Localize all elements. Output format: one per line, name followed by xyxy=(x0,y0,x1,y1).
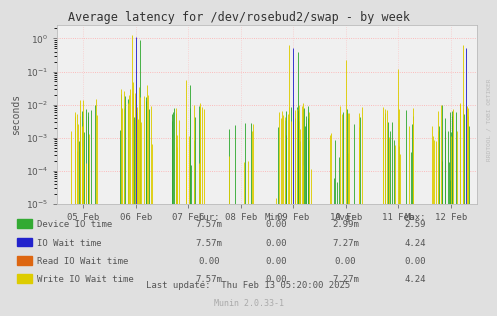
Text: Min:: Min: xyxy=(265,213,287,222)
Text: 4.24: 4.24 xyxy=(404,239,426,248)
Text: 0.00: 0.00 xyxy=(334,257,356,266)
Text: 7.57m: 7.57m xyxy=(195,221,222,229)
Text: 0.00: 0.00 xyxy=(265,239,287,248)
Text: IO Wait time: IO Wait time xyxy=(37,239,102,248)
Text: Max:: Max: xyxy=(404,213,426,222)
Text: Munin 2.0.33-1: Munin 2.0.33-1 xyxy=(214,299,283,308)
Text: 0.00: 0.00 xyxy=(265,221,287,229)
Text: 0.00: 0.00 xyxy=(265,276,287,284)
Text: 7.57m: 7.57m xyxy=(195,239,222,248)
Text: 0.00: 0.00 xyxy=(265,257,287,266)
Text: Average latency for /dev/rosebud2/swap - by week: Average latency for /dev/rosebud2/swap -… xyxy=(68,11,410,24)
Text: 7.27m: 7.27m xyxy=(332,239,359,248)
Text: 0.00: 0.00 xyxy=(198,257,220,266)
Text: Avg:: Avg: xyxy=(334,213,356,222)
Text: 2.99m: 2.99m xyxy=(332,221,359,229)
Text: Cur:: Cur: xyxy=(198,213,220,222)
Text: 0.00: 0.00 xyxy=(404,257,426,266)
Text: 4.24: 4.24 xyxy=(404,276,426,284)
Text: Write IO Wait time: Write IO Wait time xyxy=(37,276,134,284)
Text: Read IO Wait time: Read IO Wait time xyxy=(37,257,129,266)
Text: Device IO time: Device IO time xyxy=(37,221,112,229)
Y-axis label: seconds: seconds xyxy=(11,94,21,135)
Text: Last update:  Thu Feb 13 05:20:00 2025: Last update: Thu Feb 13 05:20:00 2025 xyxy=(147,282,350,290)
Text: 7.27m: 7.27m xyxy=(332,276,359,284)
Text: 2.59: 2.59 xyxy=(404,221,426,229)
Text: RRDTOOL / TOBI OETIKER: RRDTOOL / TOBI OETIKER xyxy=(486,79,491,161)
Text: 7.57m: 7.57m xyxy=(195,276,222,284)
